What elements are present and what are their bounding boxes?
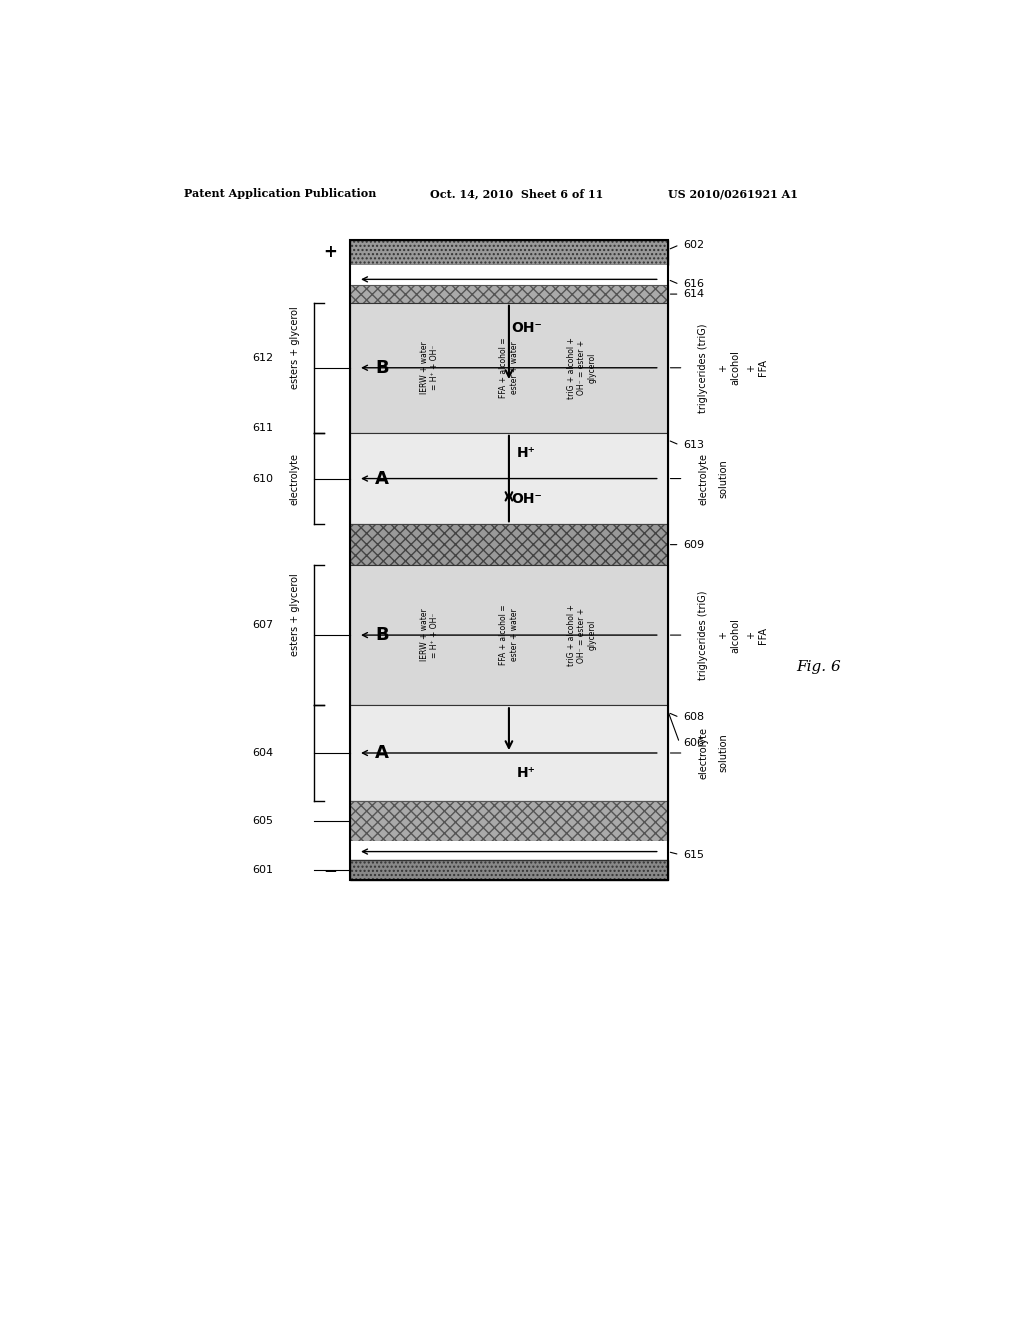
Text: 614: 614 xyxy=(684,289,705,300)
Text: +: + xyxy=(324,243,337,261)
Bar xyxy=(350,433,668,440)
Text: H⁺: H⁺ xyxy=(517,767,536,780)
Text: Oct. 14, 2010  Sheet 6 of 11: Oct. 14, 2010 Sheet 6 of 11 xyxy=(430,189,603,199)
Text: triglycerides (triG): triglycerides (triG) xyxy=(698,323,709,413)
Text: FFA + alcohol =
ester + water: FFA + alcohol = ester + water xyxy=(500,605,518,665)
Text: 609: 609 xyxy=(684,540,705,549)
Text: 610: 610 xyxy=(252,474,273,483)
Bar xyxy=(350,240,668,880)
Text: 615: 615 xyxy=(684,850,705,859)
Bar xyxy=(350,705,668,713)
Text: Fig. 6: Fig. 6 xyxy=(796,660,841,673)
Text: −: − xyxy=(324,861,337,879)
Text: 602: 602 xyxy=(684,240,705,249)
Text: US 2010/0261921 A1: US 2010/0261921 A1 xyxy=(668,189,798,199)
Text: 613: 613 xyxy=(684,440,705,450)
Text: B: B xyxy=(375,359,389,376)
Text: alcohol: alcohol xyxy=(730,350,740,385)
Text: 606: 606 xyxy=(684,738,705,748)
Text: electrolyte: electrolyte xyxy=(698,727,709,779)
Text: +: + xyxy=(745,364,756,372)
Bar xyxy=(350,801,668,841)
Text: IERW + water
= H⁺ + OH⁻: IERW + water = H⁺ + OH⁻ xyxy=(420,609,439,661)
Text: solution: solution xyxy=(718,459,728,498)
Text: 607: 607 xyxy=(252,620,273,630)
Text: triglycerides (triG): triglycerides (triG) xyxy=(698,590,709,680)
Text: B: B xyxy=(375,626,389,644)
Bar xyxy=(350,265,668,284)
Bar xyxy=(350,565,668,705)
Bar xyxy=(350,285,668,302)
Bar xyxy=(350,240,668,265)
Text: 601: 601 xyxy=(252,865,273,875)
Bar xyxy=(350,859,668,880)
Bar xyxy=(350,841,668,859)
Text: H⁺: H⁺ xyxy=(517,446,536,461)
Text: 605: 605 xyxy=(252,816,273,826)
Text: A: A xyxy=(375,744,389,762)
Text: triG + alcohol +
OH⁻ = ester +
glycerol: triG + alcohol + OH⁻ = ester + glycerol xyxy=(567,337,597,399)
Bar xyxy=(350,705,668,801)
Bar xyxy=(350,302,668,433)
Bar xyxy=(350,524,668,565)
Text: IERW + water
= H⁺ + OH⁻: IERW + water = H⁺ + OH⁻ xyxy=(420,342,439,395)
Bar xyxy=(350,433,668,524)
Text: Patent Application Publication: Patent Application Publication xyxy=(183,189,376,199)
Text: +: + xyxy=(718,631,728,639)
Text: 616: 616 xyxy=(684,280,705,289)
Text: FFA + alcohol =
ester + water: FFA + alcohol = ester + water xyxy=(500,338,518,399)
Text: OH⁻: OH⁻ xyxy=(511,492,542,506)
Text: +: + xyxy=(718,364,728,372)
Text: 604: 604 xyxy=(252,748,273,758)
Text: FFA: FFA xyxy=(758,627,768,644)
Text: 611: 611 xyxy=(252,422,273,433)
Text: triG + alcohol +
OH⁻ = ester +
glycerol: triG + alcohol + OH⁻ = ester + glycerol xyxy=(567,605,597,667)
Text: esters + glycerol: esters + glycerol xyxy=(290,573,300,656)
Text: FFA: FFA xyxy=(758,359,768,376)
Text: alcohol: alcohol xyxy=(730,618,740,652)
Text: +: + xyxy=(745,631,756,639)
Text: 612: 612 xyxy=(252,352,273,363)
Text: electrolyte: electrolyte xyxy=(290,453,300,504)
Text: esters + glycerol: esters + glycerol xyxy=(290,306,300,389)
Text: 608: 608 xyxy=(684,713,705,722)
Text: OH⁻: OH⁻ xyxy=(511,321,542,335)
Text: A: A xyxy=(375,470,389,487)
Text: electrolyte: electrolyte xyxy=(698,453,709,504)
Text: solution: solution xyxy=(718,734,728,772)
